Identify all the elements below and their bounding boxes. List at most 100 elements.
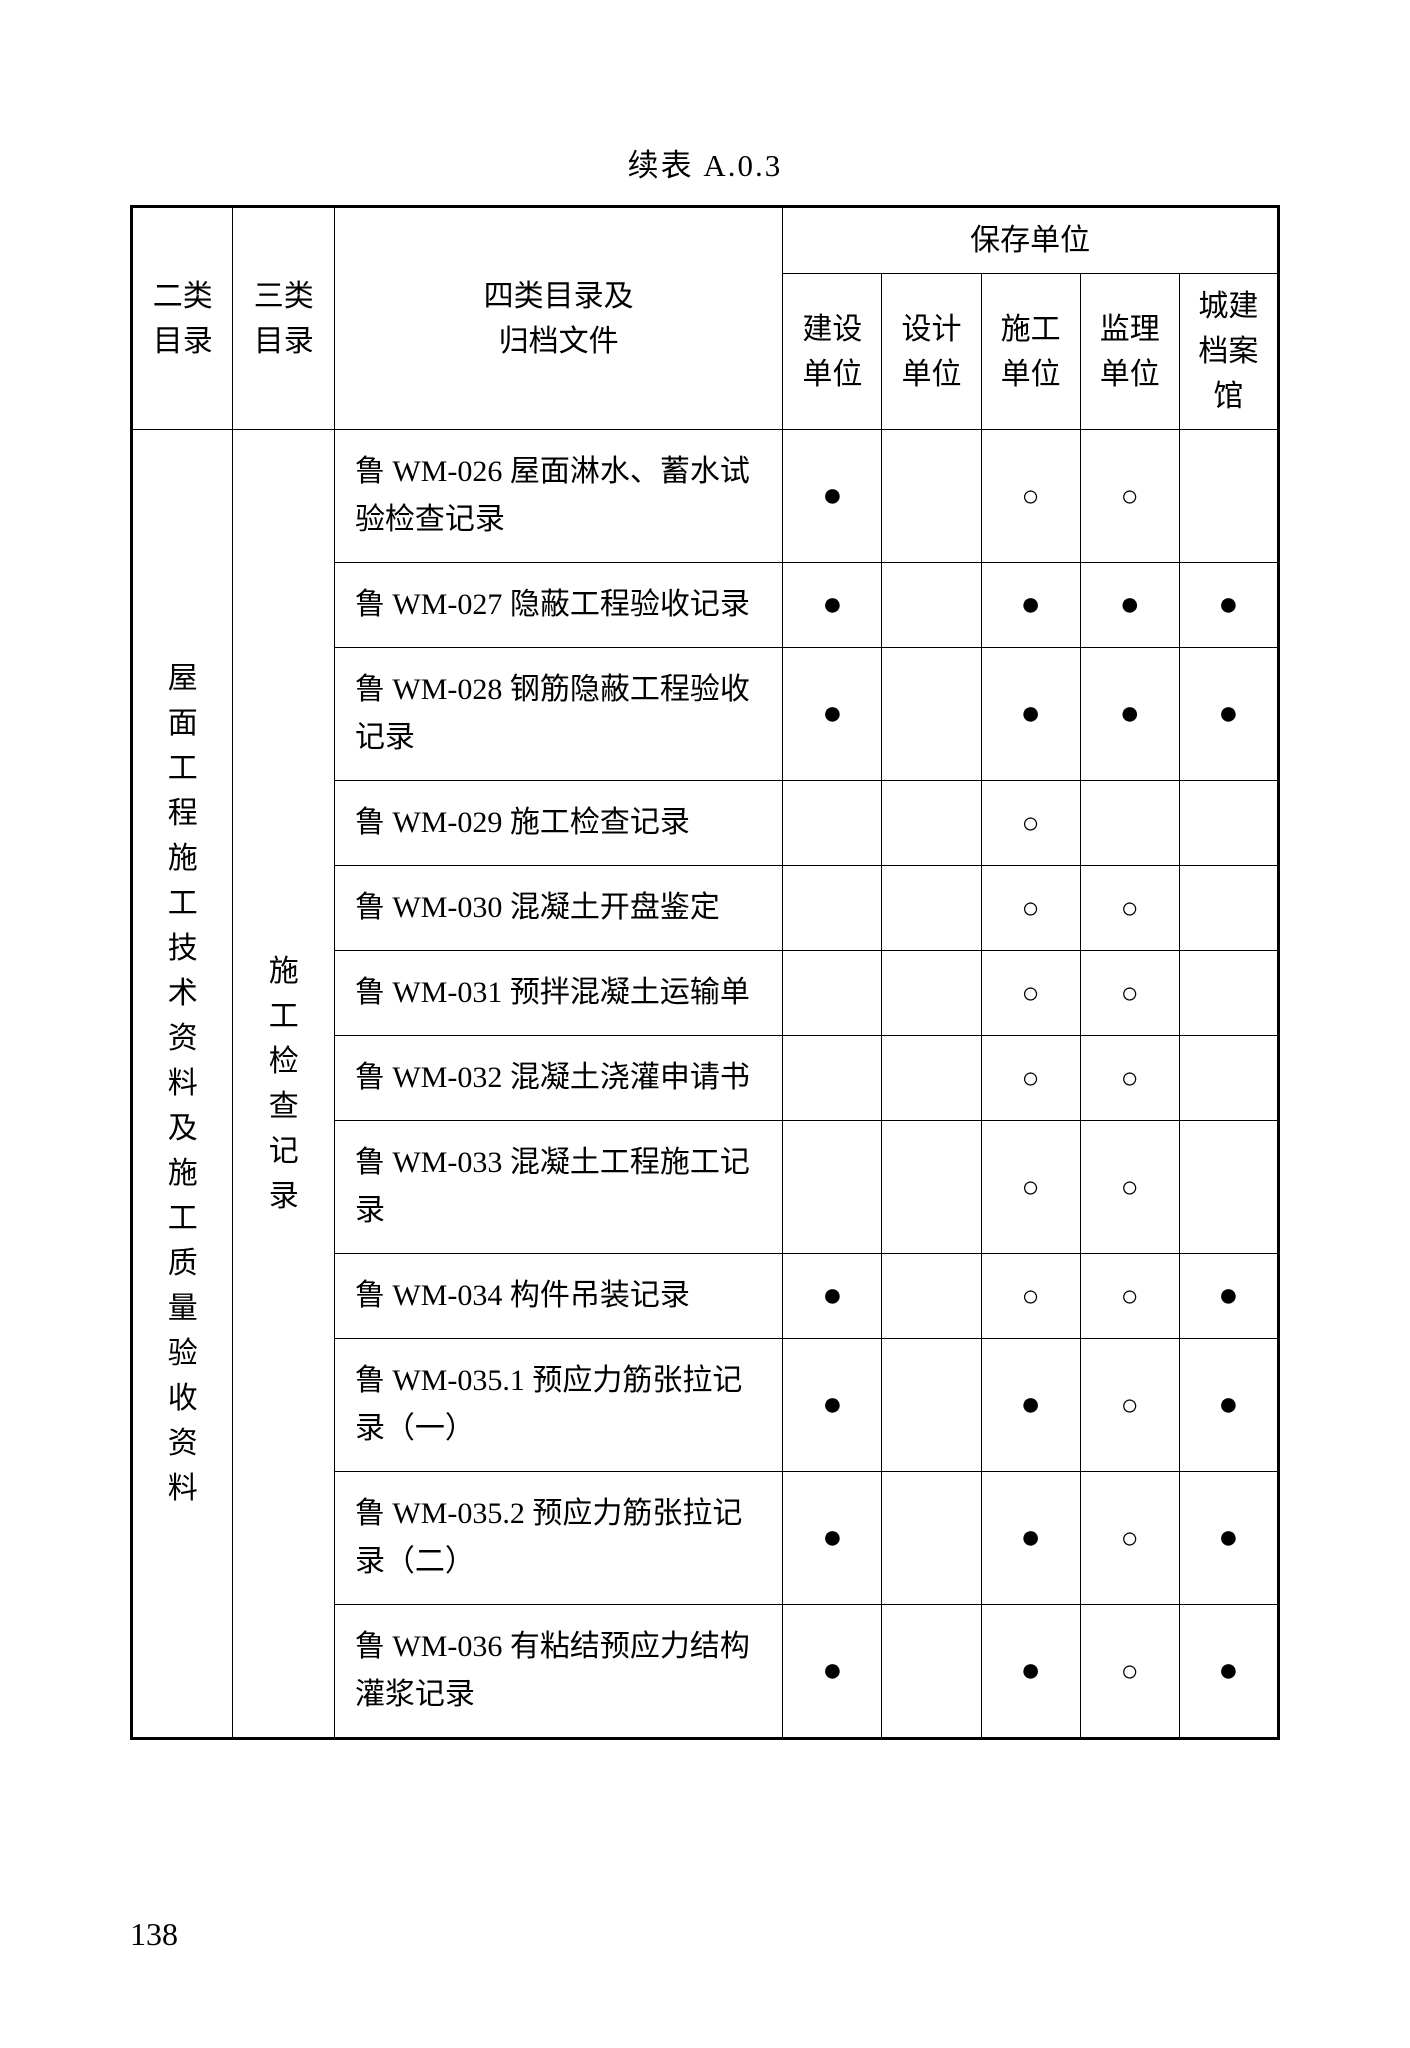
mark-hollow-icon: ○ (1022, 892, 1040, 925)
mark-cell (882, 563, 981, 648)
header-cat2: 二类目录 (132, 207, 233, 430)
mark-cell (882, 951, 981, 1036)
mark-cell: ○ (981, 781, 1080, 866)
desc-cell: 鲁 WM-029 施工检查记录 (334, 781, 782, 866)
mark-filled-icon: ● (1218, 1519, 1239, 1556)
mark-cell (882, 1121, 981, 1254)
mark-cell: ○ (1080, 866, 1179, 951)
mark-cell (1179, 951, 1278, 1036)
header-cat4: 四类目录及归档文件 (334, 207, 782, 430)
header-col-4: 城建档案馆 (1179, 274, 1278, 430)
mark-cell (783, 866, 882, 951)
mark-hollow-icon: ○ (1022, 1171, 1040, 1204)
mark-cell (882, 1605, 981, 1739)
mark-filled-icon: ● (822, 695, 843, 732)
mark-cell: ○ (981, 1121, 1080, 1254)
mark-filled-icon: ● (822, 586, 843, 623)
desc-cell: 鲁 WM-030 混凝土开盘鉴定 (334, 866, 782, 951)
mark-cell (882, 1036, 981, 1121)
header-col-2: 施工单位 (981, 274, 1080, 430)
mark-filled-icon: ● (822, 1386, 843, 1423)
mark-cell (882, 648, 981, 781)
mark-cell: ○ (981, 430, 1080, 563)
desc-cell: 鲁 WM-036 有粘结预应力结构灌浆记录 (334, 1605, 782, 1739)
table-row: 屋面工程施工技术资料及施工质量验收资料施工检查记录鲁 WM-026 屋面淋水、蓄… (132, 430, 1279, 563)
mark-cell: ● (783, 1339, 882, 1472)
mark-cell: ● (1179, 1472, 1278, 1605)
mark-hollow-icon: ○ (1121, 892, 1139, 925)
mark-cell: ● (981, 648, 1080, 781)
mark-filled-icon: ● (1218, 1652, 1239, 1689)
page: 续表 A.0.3 二类目录 三类目录 四类目录及归档文件 保存单位 建设单位 设… (0, 0, 1410, 2048)
mark-hollow-icon: ○ (1022, 977, 1040, 1010)
mark-hollow-icon: ○ (1121, 1280, 1139, 1313)
mark-hollow-icon: ○ (1121, 1522, 1139, 1555)
mark-cell: ● (981, 1605, 1080, 1739)
mark-filled-icon: ● (1218, 695, 1239, 732)
mark-cell: ● (1080, 563, 1179, 648)
mark-cell: ○ (981, 866, 1080, 951)
mark-hollow-icon: ○ (1022, 480, 1040, 513)
mark-cell: ○ (1080, 1339, 1179, 1472)
mark-cell: ○ (1080, 951, 1179, 1036)
mark-cell: ● (1179, 1254, 1278, 1339)
mark-cell: ○ (1080, 1036, 1179, 1121)
mark-hollow-icon: ○ (1121, 480, 1139, 513)
mark-filled-icon: ● (1119, 695, 1140, 732)
mark-filled-icon: ● (1218, 1386, 1239, 1423)
mark-cell (882, 1472, 981, 1605)
desc-cell: 鲁 WM-035.2 预应力筋张拉记录（二） (334, 1472, 782, 1605)
cat3-cell: 施工检查记录 (233, 430, 334, 1739)
mark-cell: ○ (981, 951, 1080, 1036)
header-preserve-group: 保存单位 (783, 207, 1279, 274)
table-header: 二类目录 三类目录 四类目录及归档文件 保存单位 建设单位 设计单位 施工单位 … (132, 207, 1279, 430)
header-col-1: 设计单位 (882, 274, 981, 430)
mark-hollow-icon: ○ (1121, 1389, 1139, 1422)
mark-cell (882, 430, 981, 563)
desc-cell: 鲁 WM-028 钢筋隐蔽工程验收记录 (334, 648, 782, 781)
mark-cell (882, 866, 981, 951)
mark-cell: ● (783, 430, 882, 563)
mark-cell: ● (783, 563, 882, 648)
mark-cell (882, 1254, 981, 1339)
mark-cell (783, 951, 882, 1036)
header-col-0: 建设单位 (783, 274, 882, 430)
mark-cell: ● (981, 563, 1080, 648)
mark-cell (783, 1036, 882, 1121)
mark-hollow-icon: ○ (1022, 807, 1040, 840)
desc-cell: 鲁 WM-035.1 预应力筋张拉记录（一） (334, 1339, 782, 1472)
mark-cell (1080, 781, 1179, 866)
mark-cell: ● (783, 1254, 882, 1339)
mark-cell: ● (783, 1472, 882, 1605)
mark-cell: ● (783, 1605, 882, 1739)
mark-cell: ● (1080, 648, 1179, 781)
mark-cell (1179, 1036, 1278, 1121)
mark-cell: ● (783, 648, 882, 781)
mark-cell: ● (1179, 1339, 1278, 1472)
mark-hollow-icon: ○ (1121, 1062, 1139, 1095)
mark-filled-icon: ● (1020, 1519, 1041, 1556)
mark-cell (882, 1339, 981, 1472)
mark-filled-icon: ● (1020, 1386, 1041, 1423)
desc-cell: 鲁 WM-026 屋面淋水、蓄水试验检查记录 (334, 430, 782, 563)
mark-filled-icon: ● (1218, 1277, 1239, 1314)
mark-filled-icon: ● (822, 1652, 843, 1689)
cat2-cell: 屋面工程施工技术资料及施工质量验收资料 (132, 430, 233, 1739)
mark-cell (1179, 430, 1278, 563)
mark-filled-icon: ● (1020, 1652, 1041, 1689)
archive-table: 二类目录 三类目录 四类目录及归档文件 保存单位 建设单位 设计单位 施工单位 … (130, 205, 1280, 1740)
mark-cell: ● (981, 1339, 1080, 1472)
mark-cell (783, 1121, 882, 1254)
mark-cell: ● (1179, 563, 1278, 648)
mark-filled-icon: ● (1020, 695, 1041, 732)
mark-cell (1179, 1121, 1278, 1254)
mark-filled-icon: ● (822, 477, 843, 514)
mark-hollow-icon: ○ (1121, 1171, 1139, 1204)
mark-cell: ○ (1080, 430, 1179, 563)
mark-cell (783, 781, 882, 866)
desc-cell: 鲁 WM-031 预拌混凝土运输单 (334, 951, 782, 1036)
mark-hollow-icon: ○ (1121, 1655, 1139, 1688)
mark-filled-icon: ● (822, 1519, 843, 1556)
mark-cell: ● (1179, 1605, 1278, 1739)
table-caption: 续表 A.0.3 (130, 140, 1280, 185)
